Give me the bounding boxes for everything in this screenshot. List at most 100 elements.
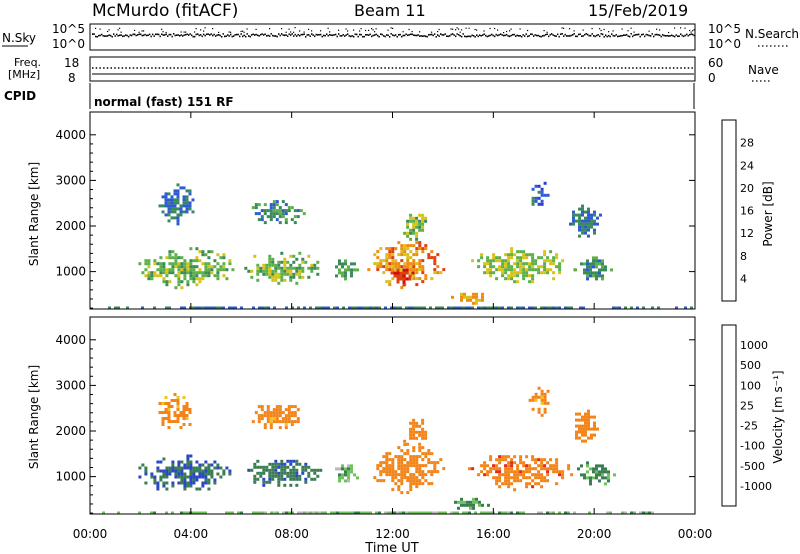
noise-search-point: [582, 29, 584, 31]
heatmap-cell: [179, 426, 183, 429]
heatmap-cell: [207, 256, 211, 260]
noise-point: [252, 33, 254, 36]
heatmap-cell: [198, 277, 202, 281]
heatmap-cell: [263, 426, 267, 430]
noise-point: [431, 33, 433, 36]
heatmap-cell: [173, 210, 177, 214]
heatmap-cell: [474, 511, 477, 515]
heatmap-cell: [575, 436, 578, 440]
heatmap-cell: [601, 470, 604, 474]
heatmap-cell: [415, 455, 419, 459]
noise-search-point: [456, 27, 458, 29]
heatmap-cell: [391, 259, 395, 263]
heatmap-cell: [344, 277, 347, 281]
noise-point: [519, 35, 521, 37]
noise-search-point: [203, 30, 205, 32]
heatmap-cell: [592, 274, 595, 278]
heatmap-cell: [528, 467, 532, 471]
noise-search-point: [120, 31, 122, 33]
heatmap-cell: [598, 479, 601, 483]
heatmap-cell: [495, 268, 499, 272]
noise-point: [113, 33, 115, 35]
noise-point: [248, 35, 250, 37]
heatmap-cell: [168, 256, 172, 260]
heatmap-cell: [195, 306, 198, 310]
heatmap-cell: [225, 268, 229, 272]
heatmap-cell: [531, 467, 535, 471]
heatmap-cell: [186, 466, 190, 470]
heatmap-cell: [411, 511, 414, 515]
heatmap-cell: [286, 474, 290, 478]
heatmap-cell: [409, 219, 413, 223]
noise-point: [428, 34, 430, 36]
heatmap-cell: [519, 250, 523, 254]
heatmap-cell: [290, 414, 294, 418]
noise-point: [671, 34, 673, 37]
heatmap-cell: [546, 259, 550, 263]
heatmap-cell: [262, 266, 266, 270]
heatmap-cell: [586, 271, 589, 275]
noise-point: [302, 33, 304, 36]
heatmap-cell: [182, 204, 186, 208]
heatmap-cell: [570, 473, 574, 477]
heatmap-cell: [207, 466, 211, 470]
heatmap-cell: [192, 271, 196, 275]
heatmap-cell: [385, 473, 389, 477]
heatmap-cell: [268, 468, 272, 472]
heatmap-cell: [278, 420, 282, 424]
heatmap-cell: [344, 473, 347, 477]
heatmap-cell: [586, 464, 589, 468]
heatmap-cell: [587, 225, 590, 229]
heatmap-cell: [587, 415, 590, 419]
heatmap-cell: [210, 475, 214, 479]
heatmap-cell: [275, 411, 279, 415]
heatmap-cell: [394, 247, 398, 251]
heatmap-cell: [537, 256, 541, 260]
noise-point: [117, 35, 119, 37]
heatmap-cell: [198, 250, 202, 254]
heatmap-cell: [183, 274, 187, 278]
heatmap-cell: [176, 405, 180, 408]
heatmap-cell: [394, 476, 398, 480]
heatmap-cell: [441, 306, 444, 310]
heatmap-cell: [283, 257, 287, 261]
heatmap-cell: [583, 268, 586, 272]
heatmap-cell: [510, 467, 514, 471]
heatmap-cell: [280, 260, 284, 264]
heatmap-cell: [271, 468, 275, 472]
heatmap-cell: [268, 480, 272, 484]
heatmap-cell: [257, 405, 261, 409]
heatmap-cell: [144, 262, 148, 266]
noise-point: [453, 34, 455, 36]
heatmap-cell: [176, 219, 180, 223]
heatmap-cell: [391, 467, 395, 471]
heatmap-cell: [277, 480, 281, 484]
heatmap-cell: [456, 511, 459, 515]
heatmap-cell: [501, 458, 505, 462]
heatmap-cell: [231, 268, 235, 272]
heatmap-cell: [396, 277, 400, 281]
heatmap-cell: [424, 430, 428, 434]
heatmap-cell: [589, 482, 592, 486]
heatmap-cell: [338, 262, 341, 266]
heatmap-cell: [275, 218, 279, 222]
heatmap-cell: [593, 427, 596, 431]
noise-point: [231, 35, 233, 38]
heatmap-cell: [590, 213, 593, 217]
heatmap-cell: [185, 405, 189, 408]
noise-point: [254, 34, 256, 36]
heatmap-cell: [277, 477, 281, 481]
heatmap-cell: [144, 466, 148, 470]
heatmap-cell: [298, 263, 302, 267]
heatmap-cell: [531, 199, 535, 203]
heatmap-cell: [189, 478, 193, 482]
heatmap-cell: [268, 269, 272, 273]
heatmap-cell: [581, 415, 584, 419]
heatmap-cell: [525, 271, 529, 275]
noise-search-point: [437, 31, 439, 33]
noise-point: [146, 34, 148, 37]
heatmap-cell: [558, 306, 561, 310]
heatmap-cell: [247, 468, 251, 472]
heatmap-cell: [138, 466, 142, 470]
heatmap-cell: [262, 272, 266, 276]
